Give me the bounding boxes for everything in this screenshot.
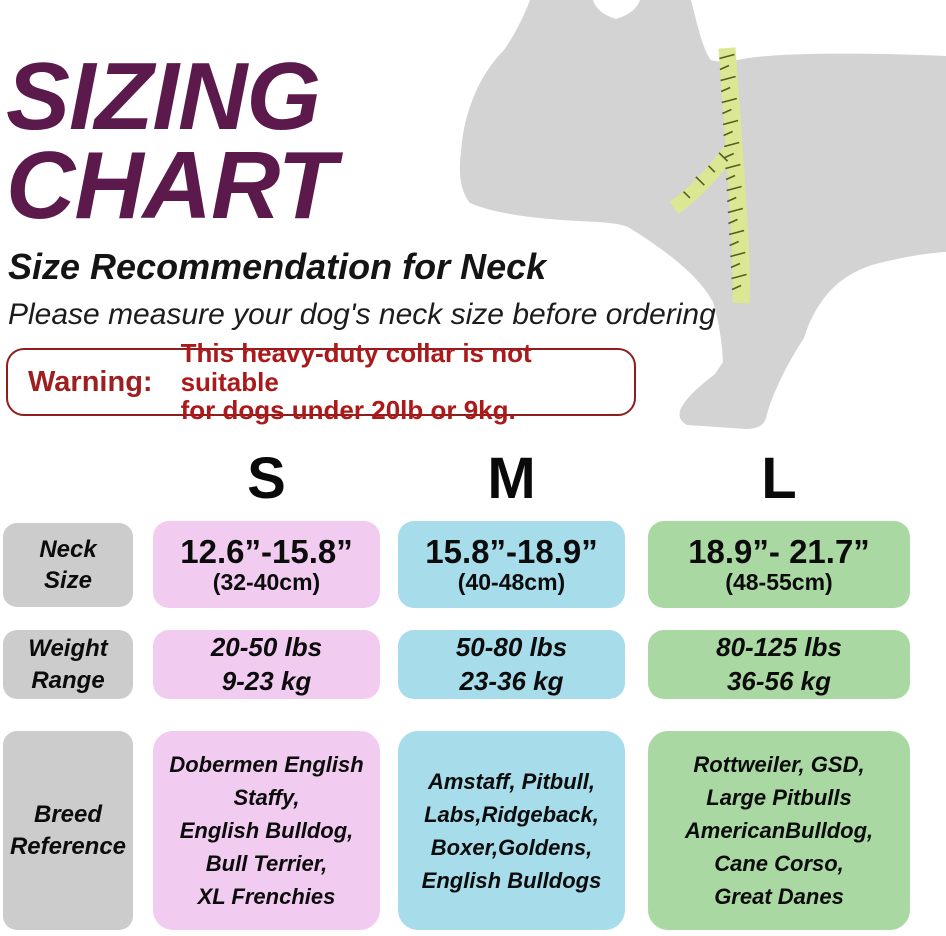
dog-measuring-tape-illustration bbox=[459, 0, 946, 429]
breed-reference-s-text: Dobermen English Staffy, English Bulldog… bbox=[169, 752, 364, 909]
neck-size-cell-s: 12.6”-15.8” (32-40cm) bbox=[153, 521, 380, 608]
weight-range-cell-s: 20-50 lbs 9-23 kg bbox=[153, 630, 380, 699]
size-header-m: M bbox=[487, 446, 536, 511]
weight-range-s-text: 20-50 lbs 9-23 kg bbox=[210, 631, 323, 696]
page-subtitle: Size Recommendation for Neck bbox=[8, 246, 547, 287]
page-title: SIZING CHART bbox=[6, 43, 336, 240]
row-label-neck-size: Neck Size bbox=[3, 523, 133, 607]
warning-box: Warning: This heavy-duty collar is not s… bbox=[6, 339, 636, 425]
neck-size-s-cm: (32-40cm) bbox=[212, 568, 321, 595]
measuring-tape-main-strand bbox=[718, 47, 750, 304]
neck-size-cell-m: 15.8”-18.9” (40-48cm) bbox=[398, 521, 625, 608]
size-header-l: L bbox=[761, 446, 797, 511]
neck-size-m-cm: (40-48cm) bbox=[457, 568, 566, 595]
breed-reference-cell-s: Dobermen English Staffy, English Bulldog… bbox=[153, 731, 380, 930]
dog-silhouette bbox=[459, 0, 946, 429]
neck-size-cell-l: 18.9”- 21.7” (48-55cm) bbox=[648, 521, 910, 608]
neck-size-s-inches: 12.6”-15.8” bbox=[180, 533, 353, 571]
row-label-breed-reference: Breed Reference bbox=[3, 731, 133, 930]
neck-size-l-cm: (48-55cm) bbox=[725, 568, 833, 595]
breed-reference-cell-m: Amstaff, Pitbull, Labs,Ridgeback, Boxer,… bbox=[398, 731, 625, 930]
breed-reference-m-text: Amstaff, Pitbull, Labs,Ridgeback, Boxer,… bbox=[421, 768, 602, 893]
measure-note: Please measure your dog's neck size befo… bbox=[8, 298, 716, 331]
weight-range-l-text: 80-125 lbs 36-56 kg bbox=[716, 631, 842, 696]
neck-size-l-inches: 18.9”- 21.7” bbox=[688, 533, 870, 571]
size-header-s: S bbox=[247, 446, 286, 511]
weight-range-cell-l: 80-125 lbs 36-56 kg bbox=[648, 630, 910, 699]
measuring-tape-branch-strand bbox=[669, 143, 739, 215]
breed-reference-l-text: Rottweiler, GSD, Large Pitbulls American… bbox=[684, 752, 874, 909]
row-label-weight-range: Weight Range bbox=[3, 630, 133, 699]
weight-range-m-text: 50-80 lbs 23-36 kg bbox=[455, 631, 568, 696]
weight-range-cell-m: 50-80 lbs 23-36 kg bbox=[398, 630, 625, 699]
warning-text: This heavy-duty collar is not suitable f… bbox=[180, 338, 532, 426]
neck-size-m-inches: 15.8”-18.9” bbox=[425, 533, 598, 571]
warning-label: Warning: bbox=[28, 365, 153, 398]
breed-reference-cell-l: Rottweiler, GSD, Large Pitbulls American… bbox=[648, 731, 910, 930]
tape-tick-marks bbox=[683, 53, 747, 291]
